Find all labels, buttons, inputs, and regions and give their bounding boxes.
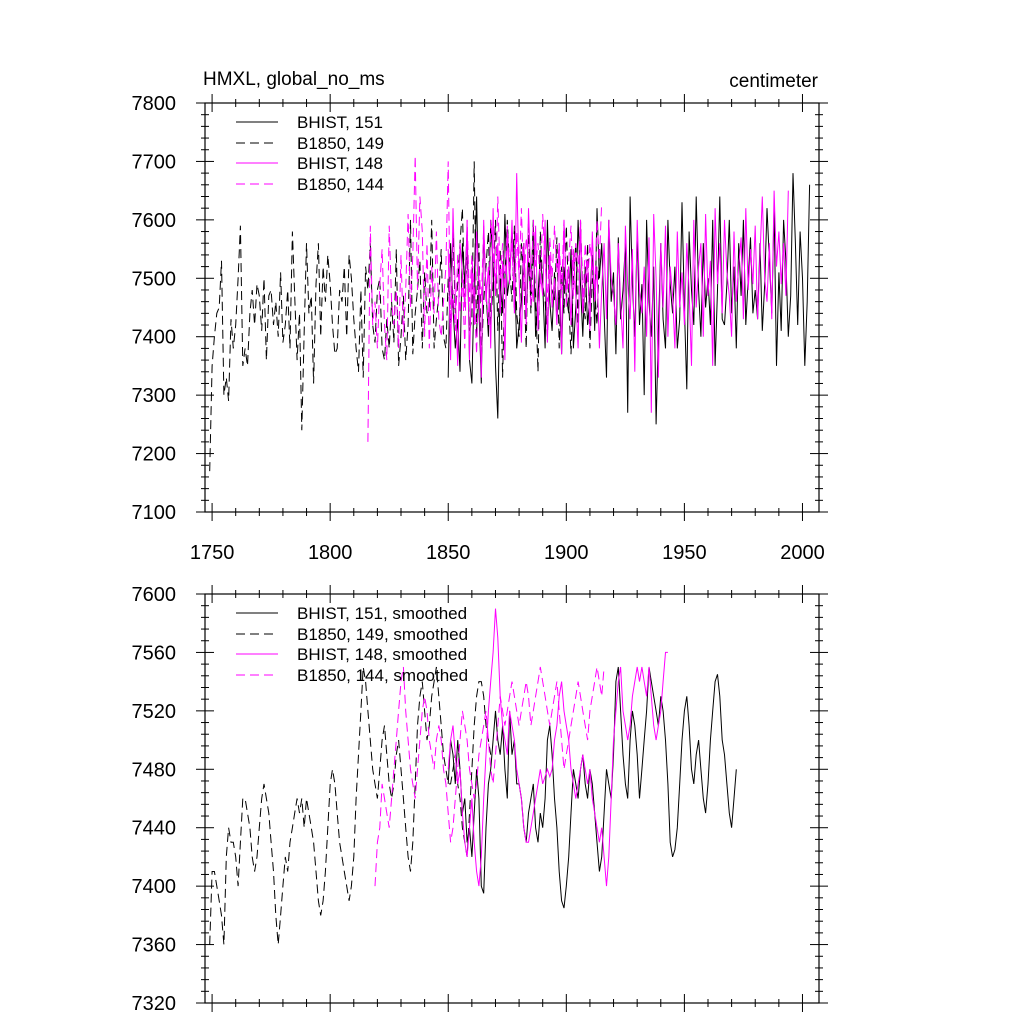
top-series-bhist-148-line bbox=[447, 173, 789, 413]
top-y-tick-label: 7700 bbox=[132, 151, 177, 173]
bottom-y-tick-label: 7520 bbox=[132, 701, 177, 723]
bottom-y-tick-label: 7320 bbox=[132, 993, 177, 1015]
top-x-tick-label: 1850 bbox=[426, 542, 471, 564]
top-axis-ticks bbox=[196, 94, 828, 521]
top-legend-label: B1850, 144 bbox=[297, 175, 384, 194]
top-y-tick-labels: 7100 7200 7300 7400 7500 7600 7700 7800 bbox=[132, 93, 177, 524]
bottom-series-b1850-149-smoothed-line bbox=[209, 666, 492, 945]
top-panel: HMXL, global_no_ms centimeter 7100 7200 … bbox=[132, 69, 828, 564]
bottom-series-lines bbox=[209, 608, 737, 945]
bottom-y-tick-label: 7480 bbox=[132, 759, 177, 781]
bottom-y-tick-label: 7600 bbox=[132, 584, 177, 606]
bottom-y-tick-label: 7400 bbox=[132, 876, 177, 898]
top-y-tick-label: 7500 bbox=[132, 268, 177, 290]
top-x-tick-label: 1950 bbox=[662, 542, 707, 564]
bottom-panel: 7320 7360 7400 7440 7480 7520 7560 7600 … bbox=[132, 584, 828, 1015]
bottom-y-tick-label: 7440 bbox=[132, 818, 177, 840]
bottom-y-tick-label: 7360 bbox=[132, 935, 177, 957]
top-chart-units: centimeter bbox=[729, 71, 818, 92]
top-y-tick-label: 7600 bbox=[132, 210, 177, 232]
bottom-legend-label: BHIST, 151, smoothed bbox=[297, 604, 467, 623]
top-x-tick-label: 2000 bbox=[780, 542, 825, 564]
bottom-legend-label: B1850, 144, smoothed bbox=[297, 666, 468, 685]
top-y-tick-label: 7300 bbox=[132, 385, 177, 407]
top-legend: BHIST, 151 B1850, 149 BHIST, 148 B1850, … bbox=[236, 113, 384, 194]
bottom-plot-frame bbox=[204, 593, 820, 1004]
top-y-tick-label: 7100 bbox=[132, 502, 177, 524]
top-x-tick-labels: 1750 1800 1850 1900 1950 2000 bbox=[190, 542, 825, 564]
bottom-y-tick-labels: 7320 7360 7400 7440 7480 7520 7560 7600 bbox=[132, 584, 177, 1015]
top-legend-label: BHIST, 151 bbox=[297, 113, 383, 132]
top-y-tick-label: 7400 bbox=[132, 327, 177, 349]
top-plot-frame bbox=[204, 102, 820, 513]
top-series-b1850-144-line bbox=[367, 155, 603, 442]
bottom-legend-label: BHIST, 148, smoothed bbox=[297, 645, 467, 664]
top-series-lines bbox=[209, 155, 811, 472]
bottom-series-b1850-144-smoothed-line bbox=[374, 666, 605, 887]
bottom-legend-label: B1850, 149, smoothed bbox=[297, 625, 468, 644]
top-x-tick-label: 1750 bbox=[190, 542, 235, 564]
bottom-y-tick-label: 7560 bbox=[132, 642, 177, 664]
bottom-legend: BHIST, 151, smoothed B1850, 149, smoothe… bbox=[236, 604, 468, 685]
top-legend-label: B1850, 149 bbox=[297, 134, 384, 153]
top-legend-label: BHIST, 148 bbox=[297, 154, 383, 173]
bottom-axis-ticks bbox=[196, 585, 828, 1012]
top-x-tick-label: 1800 bbox=[308, 542, 353, 564]
top-chart-title: HMXL, global_no_ms bbox=[203, 69, 385, 90]
top-x-tick-label: 1900 bbox=[544, 542, 589, 564]
bottom-series-bhist-148-smoothed-line bbox=[447, 608, 668, 887]
bottom-series-bhist-151-smoothed-line bbox=[447, 666, 737, 909]
top-y-tick-label: 7800 bbox=[132, 93, 177, 115]
top-series-b1850-149-line bbox=[209, 161, 600, 472]
top-y-tick-label: 7200 bbox=[132, 444, 177, 466]
